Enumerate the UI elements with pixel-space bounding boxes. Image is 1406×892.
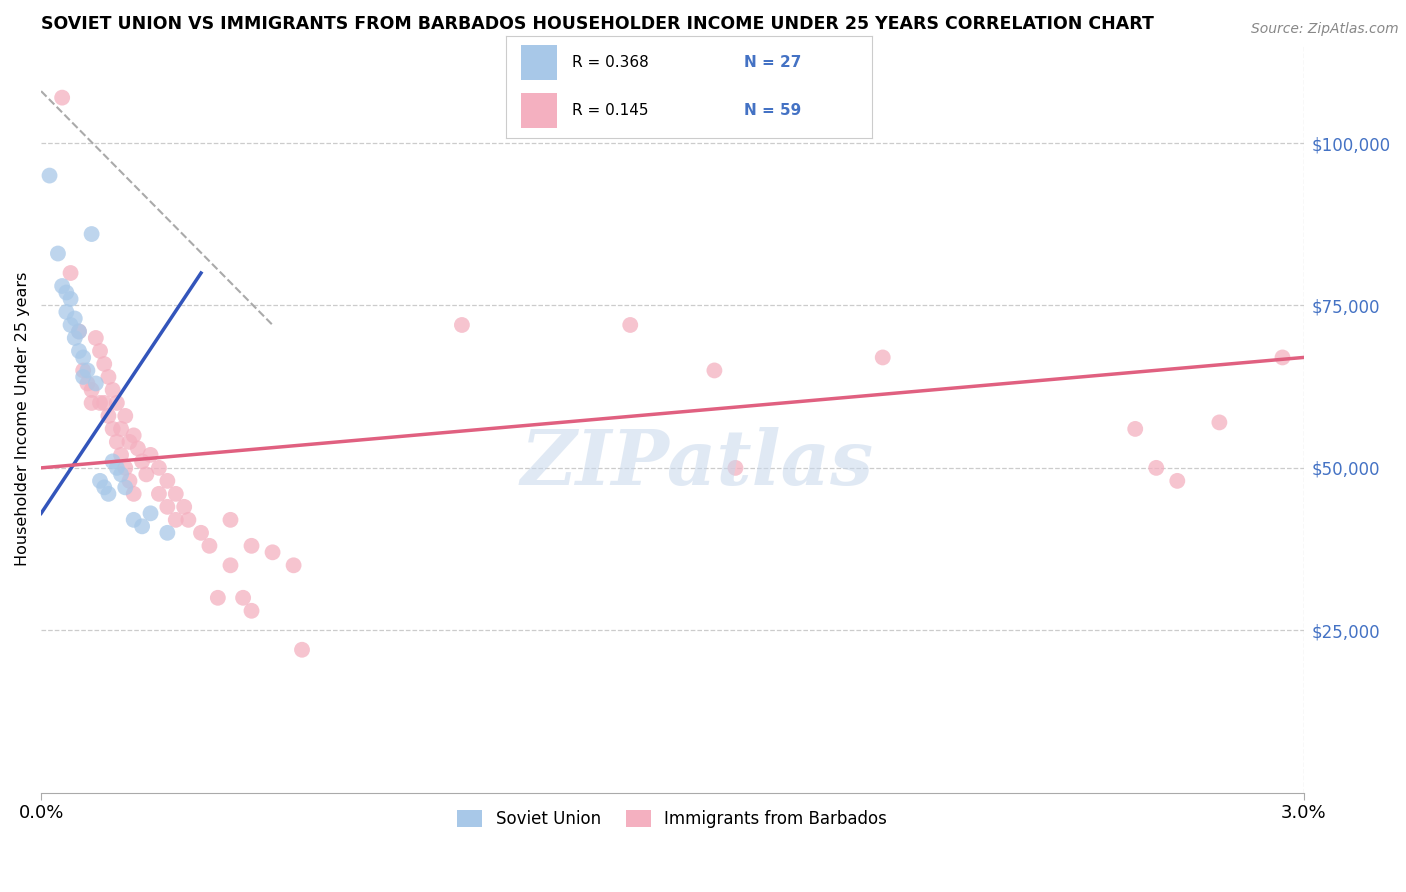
Point xyxy=(451,318,474,332)
Point xyxy=(118,474,141,488)
Text: Source: ZipAtlas.com: Source: ZipAtlas.com xyxy=(1251,22,1399,37)
Point xyxy=(122,428,145,442)
Point xyxy=(93,480,115,494)
Point xyxy=(67,325,90,339)
Point xyxy=(1271,351,1294,365)
Point xyxy=(240,539,263,553)
Text: SOVIET UNION VS IMMIGRANTS FROM BARBADOS HOUSEHOLDER INCOME UNDER 25 YEARS CORRE: SOVIET UNION VS IMMIGRANTS FROM BARBADOS… xyxy=(41,15,1154,33)
Point xyxy=(1208,416,1230,430)
Point xyxy=(38,169,60,183)
Point xyxy=(105,461,128,475)
Point xyxy=(51,279,73,293)
Point xyxy=(51,90,73,104)
Point xyxy=(55,305,77,319)
Point xyxy=(101,383,124,397)
Point xyxy=(89,474,111,488)
Point xyxy=(97,370,120,384)
Point xyxy=(46,246,69,260)
Point xyxy=(872,351,894,365)
Point xyxy=(72,363,94,377)
Point xyxy=(110,448,132,462)
Point xyxy=(122,513,145,527)
Point xyxy=(219,558,242,573)
Point xyxy=(131,454,153,468)
Point xyxy=(156,500,179,514)
Point xyxy=(131,519,153,533)
Point xyxy=(93,357,115,371)
Point xyxy=(703,363,725,377)
Point xyxy=(1144,461,1167,475)
Point xyxy=(67,325,90,339)
Point xyxy=(89,343,111,358)
Y-axis label: Householder Income Under 25 years: Householder Income Under 25 years xyxy=(15,272,30,566)
Point xyxy=(114,409,136,423)
Point xyxy=(114,461,136,475)
Point xyxy=(63,311,86,326)
Point xyxy=(240,604,263,618)
Point xyxy=(148,461,170,475)
Point xyxy=(198,539,221,553)
Point xyxy=(59,266,82,280)
Text: N = 59: N = 59 xyxy=(744,103,801,118)
Point xyxy=(110,467,132,482)
Point xyxy=(118,434,141,449)
Point xyxy=(291,642,314,657)
Point xyxy=(283,558,305,573)
Point xyxy=(105,434,128,449)
Bar xyxy=(520,45,557,79)
Legend: Soviet Union, Immigrants from Barbados: Soviet Union, Immigrants from Barbados xyxy=(449,802,896,837)
Text: R = 0.368: R = 0.368 xyxy=(572,54,648,70)
Point xyxy=(84,376,107,391)
Point xyxy=(232,591,254,605)
Point xyxy=(165,487,187,501)
Point xyxy=(72,351,94,365)
Text: R = 0.145: R = 0.145 xyxy=(572,103,648,118)
Point xyxy=(156,474,179,488)
Point xyxy=(80,383,103,397)
Point xyxy=(80,227,103,241)
Point xyxy=(619,318,641,332)
Point xyxy=(122,487,145,501)
Point xyxy=(148,487,170,501)
Bar xyxy=(520,93,557,128)
Point xyxy=(139,507,162,521)
Point xyxy=(207,591,229,605)
Point xyxy=(156,525,179,540)
Point xyxy=(93,396,115,410)
Point xyxy=(59,292,82,306)
Point xyxy=(72,370,94,384)
Point xyxy=(101,422,124,436)
Point xyxy=(67,343,90,358)
Point xyxy=(89,396,111,410)
Point xyxy=(84,331,107,345)
Point xyxy=(165,513,187,527)
Point xyxy=(1123,422,1146,436)
Point xyxy=(1166,474,1188,488)
Point xyxy=(724,461,747,475)
Point xyxy=(55,285,77,300)
Point xyxy=(97,487,120,501)
Point xyxy=(190,525,212,540)
Point xyxy=(63,331,86,345)
Point xyxy=(76,376,98,391)
Point xyxy=(135,467,157,482)
Text: ZIPatlas: ZIPatlas xyxy=(522,427,875,501)
Point xyxy=(177,513,200,527)
Point xyxy=(110,422,132,436)
Point xyxy=(114,480,136,494)
Point xyxy=(59,318,82,332)
Point xyxy=(139,448,162,462)
Point xyxy=(219,513,242,527)
Text: N = 27: N = 27 xyxy=(744,54,801,70)
Point xyxy=(101,454,124,468)
Point xyxy=(262,545,284,559)
Point xyxy=(76,363,98,377)
Point xyxy=(80,396,103,410)
Point xyxy=(173,500,195,514)
Point xyxy=(127,442,149,456)
Point xyxy=(105,396,128,410)
Point xyxy=(97,409,120,423)
